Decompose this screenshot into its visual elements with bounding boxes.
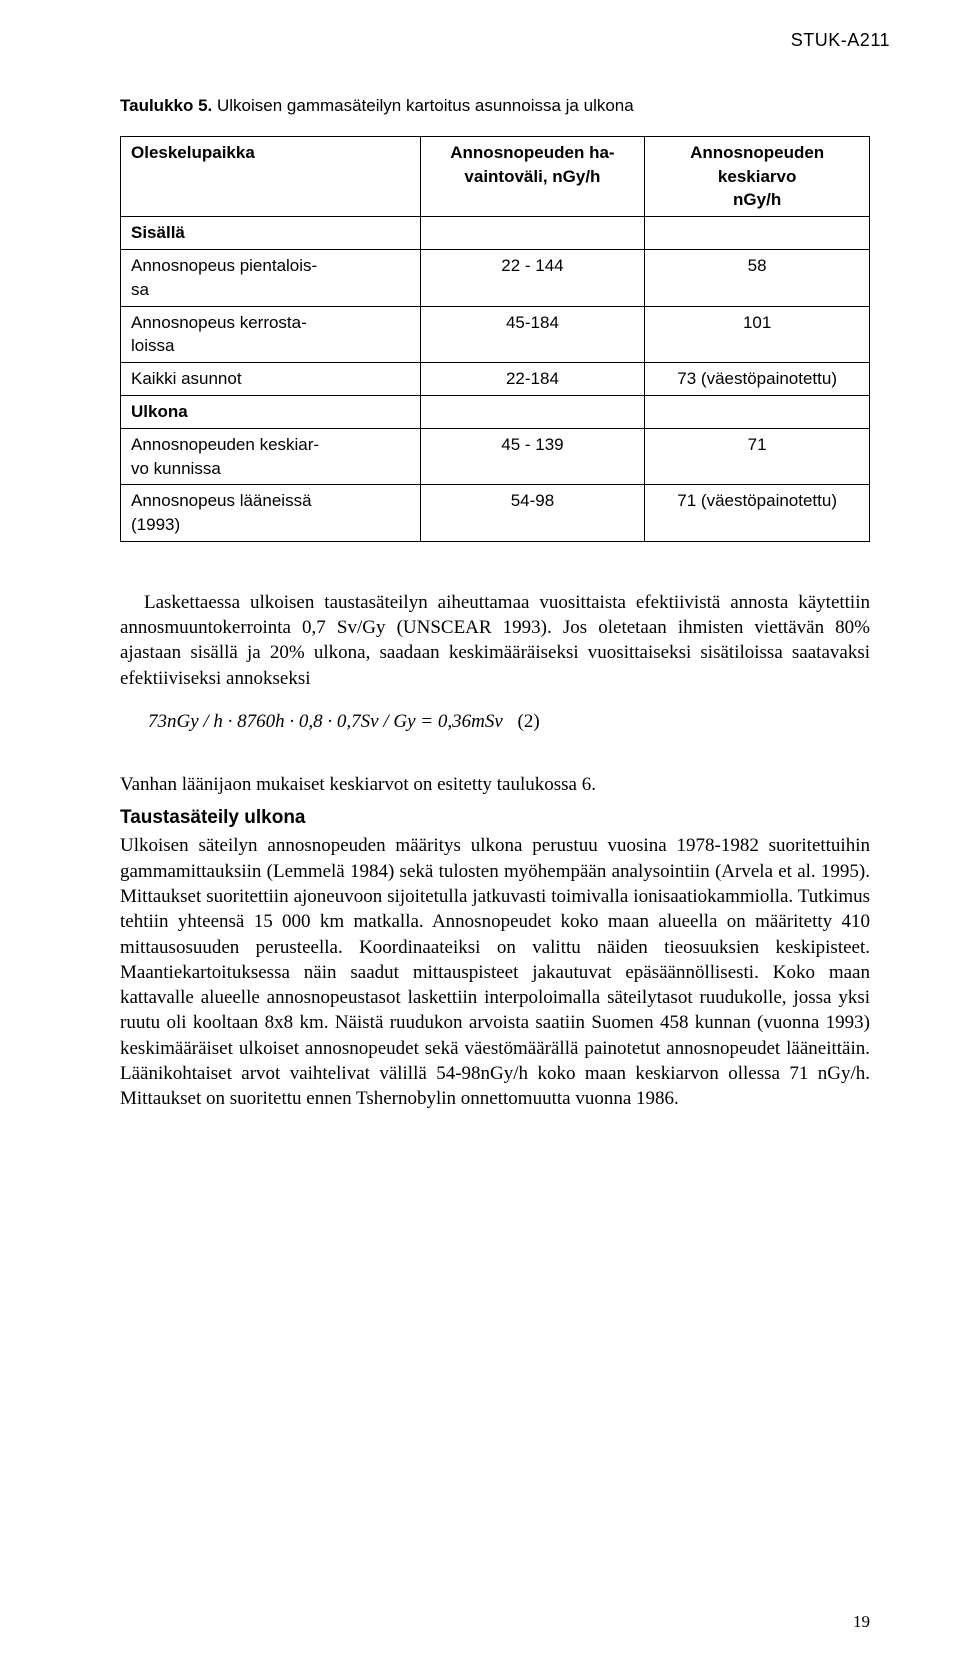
table-col-header-3: AnnosnopeudenkeskiarvonGy/h — [645, 136, 870, 216]
table-cell: 71 — [645, 428, 870, 485]
table-col-header-1: Oleskelupaikka — [121, 136, 421, 216]
table-header-row: Oleskelupaikka Annosnopeuden ha-vaintovä… — [121, 136, 870, 216]
formula-eqno: (2) — [518, 711, 540, 732]
paragraph-2: Vanhan läänijaon mukaiset keskiarvot on … — [120, 772, 870, 797]
table-cell: Annosnopeus kerrosta-loissa — [121, 306, 421, 363]
table-cell: Annosnopeus pientalois-sa — [121, 249, 421, 306]
table-cell — [420, 395, 645, 428]
table-caption-number: Taulukko 5. — [120, 96, 212, 115]
data-table: Oleskelupaikka Annosnopeuden ha-vaintovä… — [120, 136, 870, 542]
table-row: Kaikki asunnot 22-184 73 (väestöpainotet… — [121, 363, 870, 396]
table-caption: Taulukko 5. Ulkoisen gammasäteilyn karto… — [120, 94, 870, 118]
table-section-1: Sisällä — [121, 217, 421, 250]
table-cell: 22-184 — [420, 363, 645, 396]
table-cell — [645, 217, 870, 250]
table-cell: 45-184 — [420, 306, 645, 363]
table-col-header-2: Annosnopeuden ha-vaintoväli, nGy/h — [420, 136, 645, 216]
table-row: Annosnopeus lääneissä(1993) 54-98 71 (vä… — [121, 485, 870, 542]
page-number: 19 — [853, 1610, 870, 1634]
table-cell: 73 (väestöpainotettu) — [645, 363, 870, 396]
table-section-row: Ulkona — [121, 395, 870, 428]
document-header-code: STUK-A211 — [791, 28, 890, 53]
table-row: Annosnopeuden keskiar-vo kunnissa 45 - 1… — [121, 428, 870, 485]
table-cell: Annosnopeuden keskiar-vo kunnissa — [121, 428, 421, 485]
table-cell: Kaikki asunnot — [121, 363, 421, 396]
table-cell: 22 - 144 — [420, 249, 645, 306]
paragraph-3: Ulkoisen säteilyn annosnopeuden määritys… — [120, 833, 870, 1111]
formula-expression: 73nGy / h · 8760h · 0,8 · 0,7Sv / Gy = 0… — [148, 711, 503, 732]
table-cell — [645, 395, 870, 428]
table-row: Annosnopeus pientalois-sa 22 - 144 58 — [121, 249, 870, 306]
table-cell: 71 (väestöpainotettu) — [645, 485, 870, 542]
paragraph-1: Laskettaessa ulkoisen taustasäteilyn aih… — [120, 590, 870, 691]
table-row: Annosnopeus kerrosta-loissa 45-184 101 — [121, 306, 870, 363]
table-cell: 101 — [645, 306, 870, 363]
formula: 73nGy / h · 8760h · 0,8 · 0,7Sv / Gy = 0… — [148, 709, 870, 736]
table-cell: 45 - 139 — [420, 428, 645, 485]
section-heading: Taustasäteily ulkona — [120, 805, 870, 832]
table-caption-text: Ulkoisen gammasäteilyn kartoitus asunnoi… — [212, 96, 633, 115]
table-cell: Annosnopeus lääneissä(1993) — [121, 485, 421, 542]
table-cell: 58 — [645, 249, 870, 306]
table-cell — [420, 217, 645, 250]
table-cell: 54-98 — [420, 485, 645, 542]
table-section-row: Sisällä — [121, 217, 870, 250]
table-section-2: Ulkona — [121, 395, 421, 428]
